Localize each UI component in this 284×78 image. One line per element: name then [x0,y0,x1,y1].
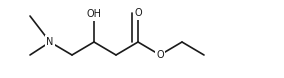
Text: OH: OH [87,9,101,19]
Text: N: N [46,37,54,47]
Text: O: O [134,8,142,18]
Text: O: O [156,50,164,60]
